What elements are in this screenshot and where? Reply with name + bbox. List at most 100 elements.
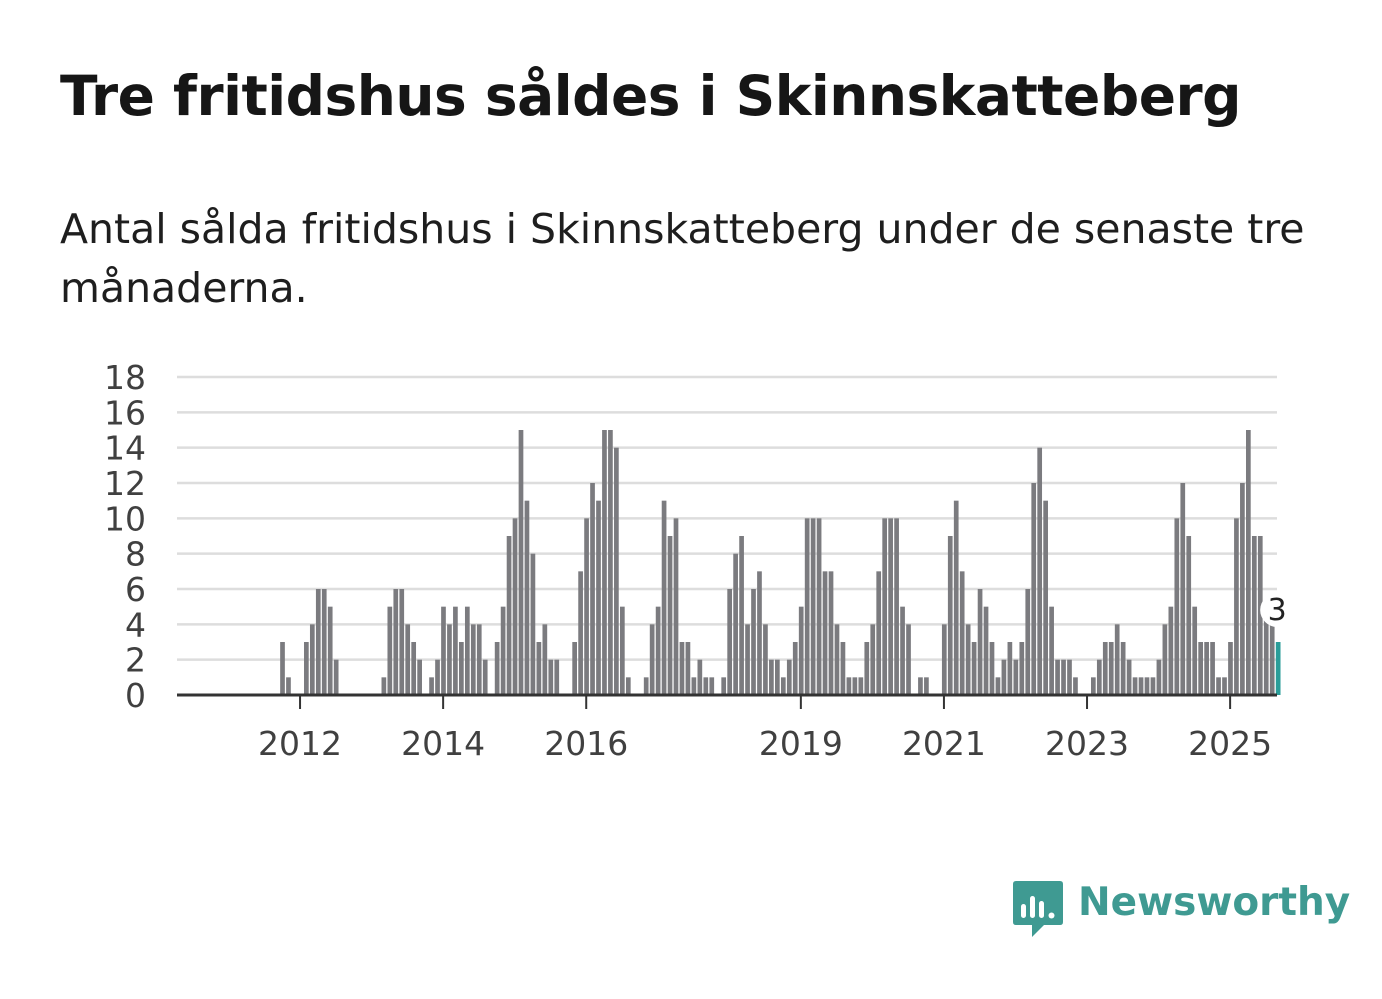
bar — [655, 606, 661, 695]
y-tick-label: 4 — [125, 605, 146, 644]
y-tick-label: 6 — [125, 570, 146, 609]
bar — [685, 642, 691, 695]
bar — [584, 518, 589, 695]
bar — [906, 624, 911, 695]
bar — [1269, 624, 1275, 695]
bar — [882, 518, 888, 695]
bar — [995, 677, 1001, 695]
bar — [918, 677, 923, 695]
x-tick-label: 2023 — [1045, 724, 1129, 763]
y-tick-label: 0 — [125, 676, 146, 715]
bar — [1150, 677, 1156, 695]
bar — [1198, 642, 1204, 695]
y-tick-label: 12 — [104, 464, 146, 503]
bar — [1240, 483, 1245, 695]
newsworthy-brand[interactable]: Newsworthy — [1010, 878, 1350, 942]
bar — [405, 624, 411, 695]
bar — [673, 518, 679, 695]
bar — [769, 659, 774, 695]
bar — [924, 677, 929, 695]
bar — [459, 642, 464, 695]
bar — [1025, 589, 1031, 695]
newsworthy-logo-icon — [1013, 881, 1063, 937]
bar — [1138, 677, 1144, 695]
bar — [1186, 536, 1192, 695]
bar — [709, 677, 715, 695]
bar — [1061, 659, 1066, 695]
bar — [757, 571, 762, 695]
x-tick-label: 2014 — [401, 724, 485, 763]
bar — [1174, 518, 1180, 695]
bar — [894, 518, 899, 695]
bar — [900, 606, 905, 695]
bar — [506, 536, 512, 695]
bar — [959, 571, 965, 695]
bar — [1031, 483, 1037, 695]
bar — [775, 659, 780, 695]
bar — [733, 553, 738, 695]
x-tick-label: 2016 — [544, 724, 628, 763]
bar — [852, 677, 858, 695]
bar — [411, 642, 417, 695]
bar — [1216, 677, 1221, 695]
bar — [518, 430, 524, 695]
x-tick-label: 2025 — [1188, 724, 1272, 763]
bar — [286, 677, 291, 695]
bar — [464, 606, 470, 695]
bar — [524, 500, 530, 695]
bar — [1222, 677, 1227, 695]
bar — [846, 677, 852, 695]
bar — [1180, 483, 1186, 695]
bar — [1043, 500, 1048, 695]
bar — [333, 659, 339, 695]
x-tick-label: 2012 — [258, 724, 342, 763]
bar — [309, 624, 315, 695]
bar — [947, 536, 953, 695]
gridlines — [177, 375, 1277, 661]
bar — [834, 624, 840, 695]
bar — [1019, 642, 1025, 695]
bar — [977, 589, 983, 695]
bar — [858, 677, 864, 695]
bar — [1144, 677, 1150, 695]
bar — [1001, 659, 1007, 695]
bar — [596, 500, 601, 695]
bar — [691, 677, 697, 695]
bar — [739, 536, 744, 695]
bar — [554, 659, 560, 695]
bar — [727, 589, 733, 695]
bar — [989, 642, 995, 695]
bar — [512, 518, 518, 695]
bar — [804, 518, 810, 695]
bar — [1257, 536, 1263, 695]
annotation-label: 3 — [1268, 593, 1287, 628]
bar — [786, 659, 792, 695]
bar — [447, 624, 452, 695]
bar — [649, 624, 655, 695]
x-axis-ticks: 2012 2014 2016 2019 2021 2023 2025 — [258, 695, 1272, 763]
bar — [661, 500, 667, 695]
bar — [828, 571, 834, 695]
bar — [602, 430, 607, 695]
bar — [1102, 642, 1108, 695]
bar — [399, 589, 405, 695]
bar — [745, 624, 750, 695]
bar — [1055, 659, 1060, 695]
bar — [1096, 659, 1102, 695]
bar — [453, 606, 458, 695]
bar — [721, 677, 727, 695]
bar — [1037, 447, 1043, 695]
bar — [590, 483, 595, 695]
y-tick-label: 8 — [125, 535, 146, 574]
bar — [1120, 642, 1126, 695]
bar — [608, 430, 613, 695]
bar — [679, 642, 685, 695]
bar — [941, 624, 947, 695]
bar — [327, 606, 333, 695]
bar — [1228, 642, 1233, 695]
bar — [429, 677, 434, 695]
brand-name: Newsworthy — [1078, 880, 1351, 925]
bar — [435, 659, 440, 695]
x-tick-label: 2021 — [902, 724, 986, 763]
